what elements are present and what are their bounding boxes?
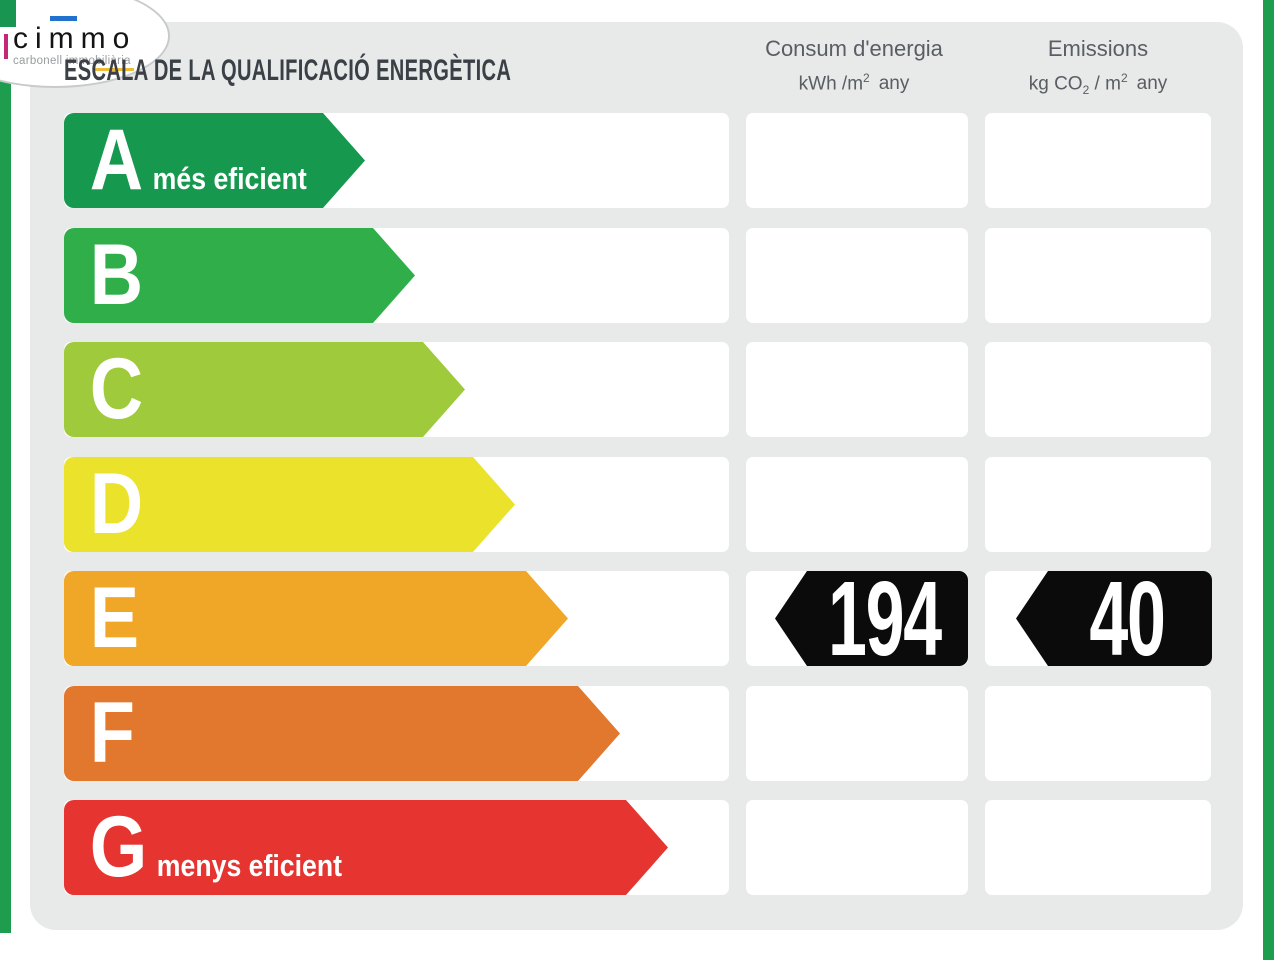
rating-letter: D: [89, 456, 144, 552]
emissions-value-arrow: 40: [1016, 571, 1212, 666]
rating-letter: A: [89, 112, 144, 208]
unit-tail: any: [878, 73, 910, 95]
page-title: ESCALA DE LA QUALIFICACIÓ ENERGÈTICA: [64, 54, 512, 87]
rating-letter: B: [89, 227, 144, 323]
unit-superscript: 2: [863, 71, 870, 85]
rating-bar-e: E: [64, 571, 568, 666]
brand-name: cimmo: [13, 22, 137, 55]
unit-subscript: 2: [1082, 83, 1090, 98]
rating-bar-caption: més eficient: [152, 161, 307, 196]
left-green-stripe: [0, 0, 11, 933]
emissions-cell: [985, 686, 1211, 781]
consumption-header-unit: kWh /m2 any: [738, 71, 970, 95]
rating-letter: E: [89, 570, 140, 666]
rating-bar-caption: menys eficient: [156, 848, 343, 883]
emissions-cell: [985, 228, 1211, 323]
logo-blue-dash-icon: [50, 16, 77, 21]
logo-pink-bar-icon: [4, 34, 8, 59]
emissions-value: 40: [1089, 559, 1165, 678]
consumption-value: 194: [828, 559, 942, 678]
rating-letter: G: [89, 799, 148, 895]
rating-bar-f: F: [64, 686, 620, 781]
consumption-cell: [746, 800, 968, 895]
emissions-header-title: Emissions: [1047, 36, 1149, 61]
brand-tagline: carbonell immobiliària: [13, 55, 131, 67]
consumption-cell: [746, 686, 968, 781]
consumption-cell: [746, 228, 968, 323]
consumption-header-title: Consum d'energia: [765, 36, 943, 61]
unit-base: kWh /m: [798, 73, 864, 95]
rating-letter: C: [89, 341, 144, 437]
scale-row-c: C: [0, 342, 1280, 437]
emissions-cell: [985, 457, 1211, 552]
emissions-column-header: Emissions kg CO2 / m2 any: [978, 36, 1218, 97]
scale-row-d: D: [0, 457, 1280, 552]
rating-bar-b: B: [64, 228, 415, 323]
consumption-cell: [746, 457, 968, 552]
emissions-cell: [985, 113, 1211, 208]
unit-superscript: 2: [1120, 71, 1128, 85]
scale-row-b: B: [0, 228, 1280, 323]
unit-tail: any: [1136, 73, 1168, 95]
emissions-cell: [985, 800, 1211, 895]
consumption-cell: [746, 342, 968, 437]
unit-base: kg CO: [1028, 73, 1083, 95]
unit-mid: / m: [1089, 73, 1121, 95]
rating-bar-d: D: [64, 457, 515, 552]
consumption-value-arrow: 194: [775, 571, 968, 666]
consumption-cell: [746, 113, 968, 208]
emissions-header-unit: kg CO2 / m2 any: [978, 71, 1218, 97]
logo-yellow-underline-icon: [94, 68, 134, 71]
rating-letter: F: [89, 685, 135, 781]
emissions-cell: [985, 342, 1211, 437]
scale-row-f: F: [0, 686, 1280, 781]
consumption-column-header: Consum d'energia kWh /m2 any: [738, 36, 970, 95]
corner-green-block: [0, 0, 16, 27]
rating-bar-c: C: [64, 342, 465, 437]
right-green-stripe: [1263, 0, 1274, 960]
